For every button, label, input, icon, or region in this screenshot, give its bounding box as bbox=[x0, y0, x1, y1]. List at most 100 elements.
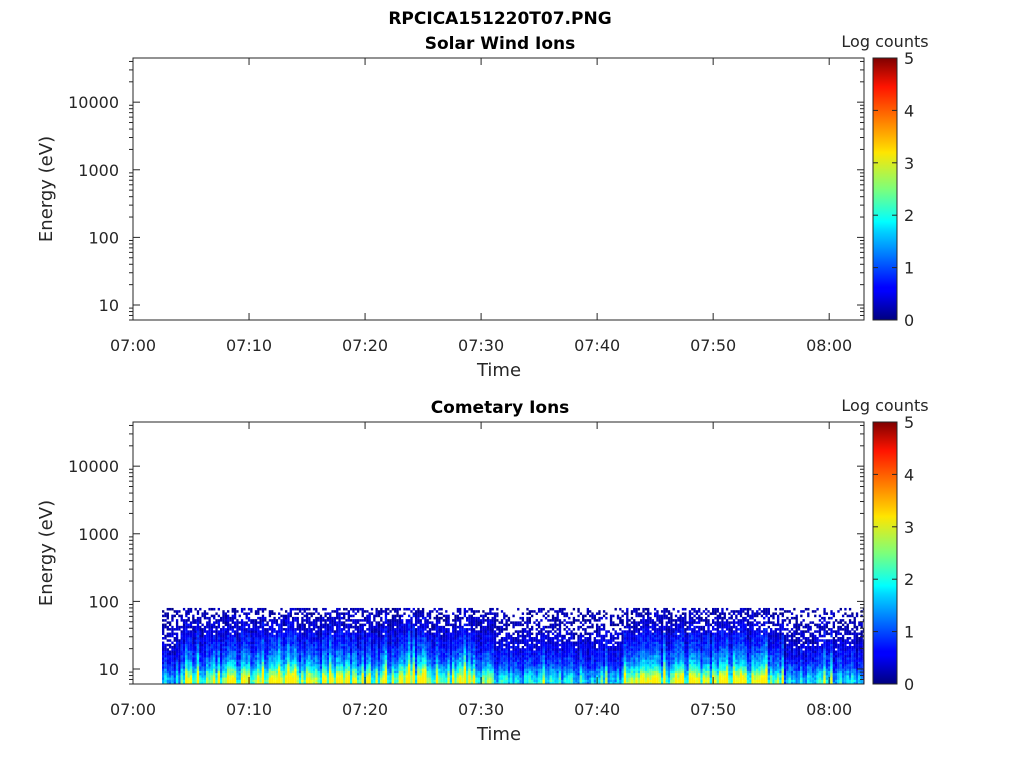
heatmap-cell bbox=[466, 668, 469, 671]
heatmap-cell bbox=[505, 619, 508, 622]
heatmap-cell bbox=[319, 630, 323, 633]
heatmap-cell bbox=[535, 652, 538, 656]
heatmap-cell bbox=[489, 681, 492, 684]
heatmap-cell bbox=[196, 668, 200, 671]
heatmap-cell bbox=[479, 650, 483, 653]
heatmap-cell bbox=[243, 632, 246, 636]
heatmap-cell bbox=[273, 641, 276, 645]
heatmap-cell bbox=[268, 652, 272, 656]
heatmap-cell bbox=[524, 666, 527, 669]
heatmap-cell bbox=[354, 670, 357, 674]
heatmap-cell bbox=[472, 675, 476, 678]
heatmap-cell bbox=[257, 672, 260, 676]
heatmap-cell bbox=[507, 652, 511, 656]
heatmap-cell bbox=[403, 612, 406, 615]
heatmap-cell bbox=[401, 621, 404, 624]
heatmap-cell bbox=[268, 670, 272, 674]
heatmap-cell bbox=[507, 648, 511, 651]
heatmap-cell bbox=[433, 670, 436, 674]
heatmap-cell bbox=[199, 639, 202, 642]
heatmap-cell bbox=[537, 639, 541, 642]
heatmap-cell bbox=[377, 659, 381, 662]
heatmap-cell bbox=[421, 614, 425, 618]
heatmap-cell bbox=[199, 679, 202, 683]
heatmap-cell bbox=[440, 612, 443, 615]
heatmap-cell bbox=[278, 625, 281, 629]
heatmap-cell bbox=[220, 645, 223, 649]
heatmap-cell bbox=[424, 645, 427, 649]
heatmap-cell bbox=[363, 645, 367, 649]
heatmap-cell bbox=[294, 648, 297, 651]
heatmap-cell bbox=[403, 641, 406, 645]
heatmap-cell bbox=[166, 621, 169, 624]
heatmap-cell bbox=[468, 616, 471, 620]
heatmap-cell bbox=[456, 652, 460, 656]
heatmap-cell bbox=[254, 645, 258, 649]
heatmap-cell bbox=[322, 616, 325, 620]
heatmap-cell bbox=[459, 637, 462, 640]
heatmap-cell bbox=[280, 614, 283, 618]
heatmap-cell bbox=[421, 650, 425, 653]
heatmap-cell bbox=[389, 643, 392, 647]
heatmap-cell bbox=[194, 630, 197, 633]
heatmap-cell bbox=[266, 666, 269, 669]
heatmap-cell bbox=[477, 610, 480, 613]
heatmap-cell bbox=[510, 672, 513, 676]
heatmap-cell bbox=[189, 677, 193, 680]
heatmap-cell bbox=[482, 637, 485, 640]
heatmap-cell bbox=[308, 616, 311, 620]
heatmap-cell bbox=[189, 625, 193, 629]
heatmap-cell bbox=[359, 628, 362, 631]
heatmap-cell bbox=[421, 623, 425, 627]
heatmap-cell bbox=[268, 677, 272, 680]
heatmap-cell bbox=[394, 670, 397, 674]
heatmap-cell bbox=[396, 634, 399, 638]
heatmap-cell bbox=[363, 616, 367, 620]
heatmap-cell bbox=[243, 675, 246, 678]
heatmap-cell bbox=[370, 612, 374, 615]
heatmap-cell bbox=[438, 668, 441, 671]
heatmap-cell bbox=[408, 619, 411, 622]
heatmap-cell bbox=[500, 675, 504, 678]
heatmap-cell bbox=[484, 643, 487, 647]
heatmap-cell bbox=[303, 677, 306, 680]
heatmap-cell bbox=[259, 645, 262, 649]
heatmap-cell bbox=[533, 677, 536, 680]
heatmap-cell bbox=[489, 675, 492, 678]
heatmap-cell bbox=[175, 634, 179, 638]
heatmap-cell bbox=[229, 641, 232, 645]
heatmap-cell bbox=[240, 654, 244, 658]
heatmap-cell bbox=[521, 679, 525, 683]
heatmap-cell bbox=[173, 637, 176, 640]
heatmap-cell bbox=[377, 648, 381, 651]
heatmap-cell bbox=[500, 666, 504, 669]
heatmap-cell bbox=[164, 634, 167, 638]
heatmap-cell bbox=[215, 670, 218, 674]
heatmap-cell bbox=[366, 670, 369, 674]
heatmap-cell bbox=[396, 614, 399, 618]
heatmap-cell bbox=[363, 675, 367, 678]
heatmap-cell bbox=[514, 645, 518, 649]
heatmap-cell bbox=[308, 619, 311, 622]
heatmap-cell bbox=[322, 648, 325, 651]
heatmap-cell bbox=[475, 650, 478, 653]
heatmap-cell bbox=[440, 645, 443, 649]
heatmap-cell bbox=[384, 648, 388, 651]
heatmap-cell bbox=[447, 670, 450, 674]
heatmap-cell bbox=[168, 681, 172, 684]
heatmap-cell bbox=[264, 672, 267, 676]
heatmap-cell bbox=[389, 666, 392, 669]
heatmap-cell bbox=[428, 634, 432, 638]
heatmap-cell bbox=[361, 668, 364, 671]
heatmap-cell bbox=[199, 652, 202, 656]
heatmap-cell bbox=[236, 654, 239, 658]
heatmap-cell bbox=[491, 612, 494, 615]
heatmap-cell bbox=[452, 634, 455, 638]
heatmap-cell bbox=[410, 639, 413, 642]
heatmap-cell bbox=[533, 661, 536, 665]
heatmap-cell bbox=[403, 623, 406, 627]
heatmap-cell bbox=[424, 661, 427, 665]
heatmap-cell bbox=[514, 654, 518, 658]
heatmap-cell bbox=[421, 625, 425, 629]
heatmap-cell bbox=[340, 652, 344, 656]
